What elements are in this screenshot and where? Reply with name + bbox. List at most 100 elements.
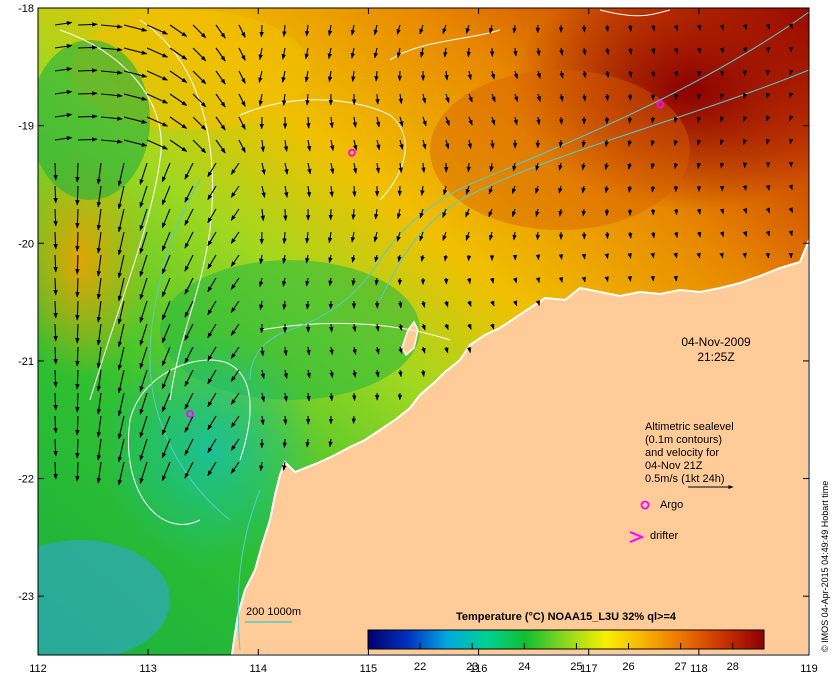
velocity-arrow xyxy=(77,114,98,119)
velocity-arrow xyxy=(466,254,472,262)
velocity-arrow xyxy=(207,438,217,454)
drifter-legend-icon xyxy=(629,531,645,543)
velocity-arrow xyxy=(442,231,447,242)
velocity-arrow xyxy=(673,116,679,124)
velocity-arrow xyxy=(259,300,264,311)
velocity-arrow xyxy=(352,116,358,128)
velocity-arrow xyxy=(374,254,379,263)
velocity-arrow xyxy=(123,93,148,101)
velocity-arrow xyxy=(282,461,287,471)
velocity-arrow xyxy=(184,254,194,272)
velocity-arrow xyxy=(536,47,541,57)
velocity-arrow xyxy=(421,300,426,308)
velocity-arrow xyxy=(789,92,794,99)
velocity-arrow xyxy=(442,208,447,219)
legend-line-1: Altimetric sealevel xyxy=(645,421,734,433)
velocity-arrow xyxy=(161,231,171,252)
velocity-arrow xyxy=(604,139,609,148)
velocity-arrow xyxy=(696,231,702,238)
legend-line-4: 04-Nov 21Z xyxy=(645,460,703,472)
velocity-arrow xyxy=(350,231,356,243)
velocity-arrow xyxy=(282,438,287,449)
velocity-arrow xyxy=(146,116,169,127)
velocity-arrow xyxy=(161,277,171,298)
colorbar-tick-label: 28 xyxy=(727,661,739,673)
velocity-arrow xyxy=(54,67,73,72)
velocity-arrow xyxy=(444,70,449,81)
velocity-arrow xyxy=(192,24,207,39)
velocity-arrow xyxy=(139,346,148,369)
velocity-arrow xyxy=(328,438,333,448)
velocity-arrow xyxy=(306,116,311,129)
velocity-arrow xyxy=(535,185,540,194)
velocity-arrow xyxy=(558,185,563,194)
velocity-arrow xyxy=(444,346,449,354)
velocity-arrow xyxy=(281,70,286,83)
velocity-arrow xyxy=(53,185,58,204)
velocity-arrow xyxy=(696,252,701,259)
velocity-arrow xyxy=(215,116,226,131)
velocity-arrow xyxy=(627,252,632,259)
velocity-arrow xyxy=(184,277,194,295)
velocity-arrow xyxy=(351,254,356,263)
velocity-arrow xyxy=(673,252,678,259)
velocity-arrow xyxy=(651,47,656,55)
velocity-arrow xyxy=(650,116,656,124)
velocity-arrow xyxy=(489,231,494,241)
velocity-arrow xyxy=(582,47,587,56)
velocity-arrow xyxy=(535,254,541,261)
velocity-arrow xyxy=(627,185,633,193)
velocity-arrow xyxy=(139,208,148,231)
velocity-arrow xyxy=(535,277,541,284)
velocity-arrow xyxy=(559,47,564,56)
velocity-arrow xyxy=(374,208,379,220)
velocity-arrow xyxy=(238,70,246,84)
velocity-arrow xyxy=(161,438,171,459)
velocity-arrow xyxy=(765,184,770,191)
velocity-arrow xyxy=(443,47,448,58)
velocity-arrow xyxy=(512,162,517,172)
velocity-arrow xyxy=(673,231,679,239)
velocity-arrow xyxy=(421,369,426,377)
velocity-arrow xyxy=(445,93,450,104)
velocity-arrow xyxy=(282,254,287,264)
velocity-arrow xyxy=(650,162,655,170)
velocity-arrow xyxy=(117,461,125,486)
velocity-arrow xyxy=(139,231,148,254)
velocity-arrow xyxy=(696,208,702,215)
velocity-arrow xyxy=(123,116,148,124)
velocity-arrow xyxy=(230,438,240,451)
velocity-arrow xyxy=(398,93,403,105)
velocity-arrow xyxy=(139,254,148,277)
velocity-arrow xyxy=(260,392,266,403)
velocity-arrow xyxy=(75,231,80,252)
velocity-arrow xyxy=(466,162,471,173)
velocity-arrow xyxy=(559,70,564,79)
velocity-arrow xyxy=(373,24,378,36)
velocity-arrow xyxy=(742,230,748,237)
velocity-arrow xyxy=(351,415,357,424)
velocity-arrow xyxy=(628,24,633,32)
velocity-arrow xyxy=(627,275,632,282)
velocity-arrow xyxy=(53,208,58,227)
velocity-arrow xyxy=(535,300,541,307)
velocity-arrow xyxy=(161,415,171,436)
velocity-arrow xyxy=(161,369,171,390)
velocity-arrow xyxy=(696,47,702,54)
lon-tick-label: 112 xyxy=(29,663,47,675)
velocity-arrow xyxy=(238,47,246,61)
velocity-arrow xyxy=(375,346,380,355)
velocity-arrow xyxy=(398,300,403,309)
velocity-arrow xyxy=(650,185,656,193)
velocity-arrow xyxy=(77,45,98,50)
velocity-arrow xyxy=(184,231,194,249)
velocity-arrow xyxy=(375,93,380,105)
velocity-arrow xyxy=(581,208,586,217)
velocity-arrow xyxy=(117,392,125,417)
velocity-arrow xyxy=(100,47,123,52)
velocity-arrow xyxy=(352,346,357,355)
velocity-arrow xyxy=(742,185,748,192)
velocity-arrow xyxy=(465,185,470,195)
velocity-arrow xyxy=(117,300,125,325)
velocity-arrow xyxy=(53,415,58,434)
